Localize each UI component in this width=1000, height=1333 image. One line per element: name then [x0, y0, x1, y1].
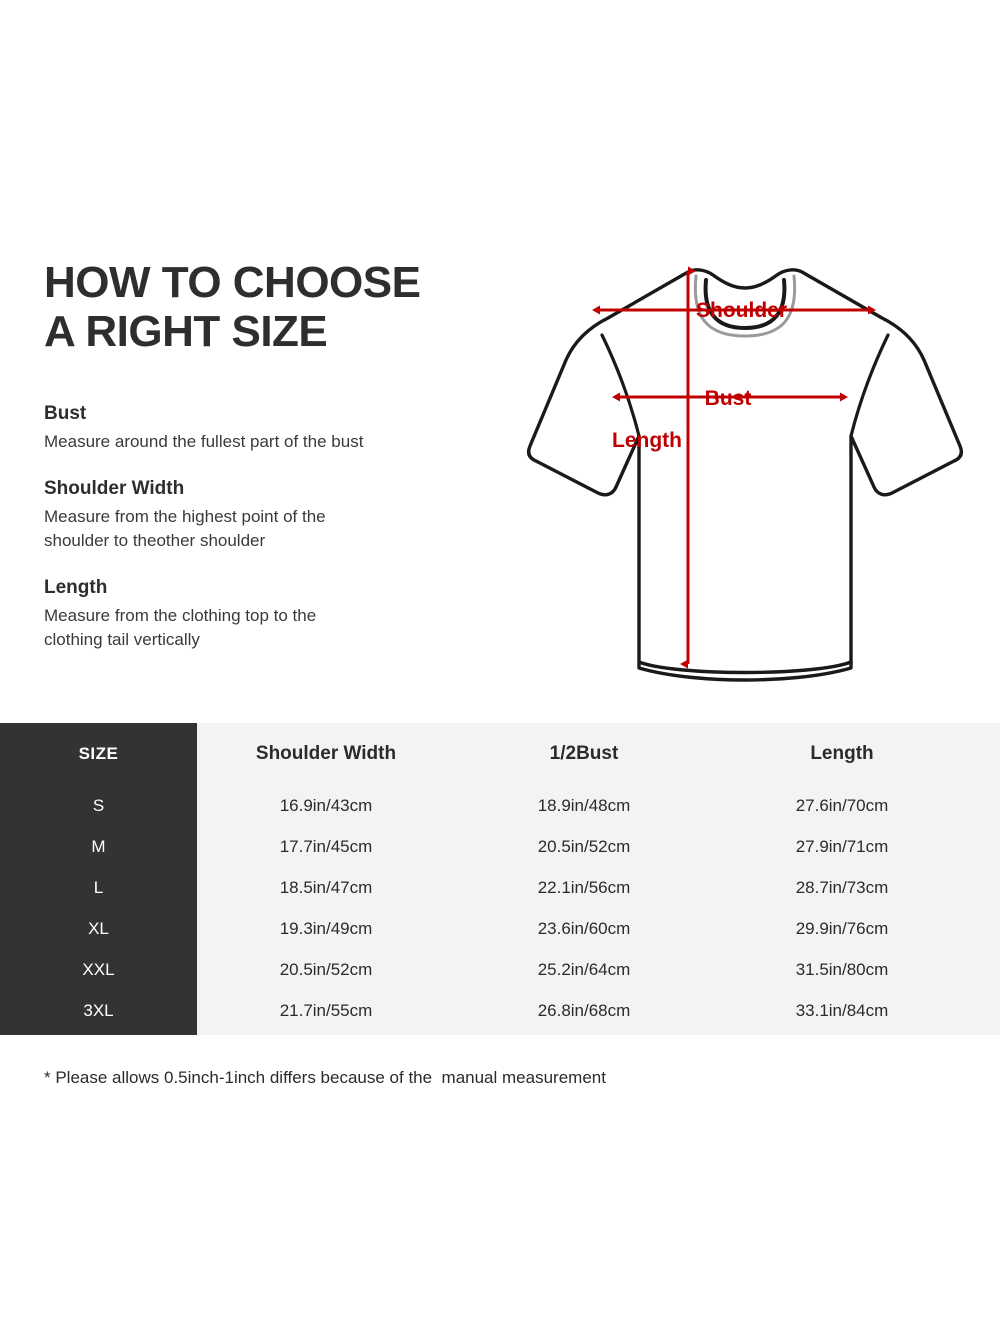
measurement-item-bust: Bust Measure around the fullest part of … [44, 403, 514, 454]
instructions-panel: HOW TO CHOOSE A RIGHT SIZE Bust Measure … [44, 258, 514, 652]
shirt-outline-group [526, 268, 964, 682]
column-header-size: SIZE [78, 744, 119, 763]
table-row: S 16.9in/43cm 18.9in/48cm 27.6in/70cm [0, 785, 1000, 826]
tshirt-diagram: Shoulder Bust Length [510, 250, 980, 690]
measurement-term: Shoulder Width [44, 477, 185, 499]
cell-half-bust: 18.9in/48cm [537, 795, 631, 815]
measurement-description: Measure around the fullest part of the b… [44, 431, 364, 451]
intro-section: HOW TO CHOOSE A RIGHT SIZE Bust Measure … [44, 250, 980, 690]
cell-length: 27.6in/70cm [795, 795, 889, 815]
table-row: XL 19.3in/49cm 23.6in/60cm 29.9in/76cm [0, 908, 1000, 949]
table-row: 3XL 21.7in/55cm 26.8in/68cm 33.1in/84cm [0, 990, 1000, 1031]
cell-size: XL [88, 918, 109, 938]
cell-size: S [92, 795, 105, 815]
table-row: M 17.7in/45cm 20.5in/52cm 27.9in/71cm [0, 826, 1000, 867]
table-header-row: SIZE Shoulder Width 1/2Bust Length [0, 723, 1000, 785]
page-title: HOW TO CHOOSE A RIGHT SIZE [44, 258, 421, 357]
collar-inner-rib [703, 278, 787, 331]
size-column-background [0, 723, 197, 1035]
shirt-body-outline [526, 268, 964, 682]
cell-length: 27.9in/71cm [795, 836, 889, 856]
cell-shoulder-width: 18.5in/47cm [279, 877, 373, 897]
cell-shoulder-width: 19.3in/49cm [279, 918, 373, 938]
cell-half-bust: 26.8in/68cm [537, 1000, 631, 1020]
cell-size: M [91, 836, 106, 856]
cell-half-bust: 23.6in/60cm [537, 918, 631, 938]
cell-length: 33.1in/84cm [795, 1000, 889, 1020]
measurement-item-length: Length Measure from the clothing top to … [44, 577, 514, 652]
table-row: XXL 20.5in/52cm 25.2in/64cm 31.5in/80cm [0, 949, 1000, 990]
cell-half-bust: 22.1in/56cm [537, 877, 631, 897]
column-header-shoulder-width: Shoulder Width [255, 743, 397, 764]
cell-length: 29.9in/76cm [795, 918, 889, 938]
cell-half-bust: 25.2in/64cm [537, 959, 631, 979]
measurement-term: Length [44, 576, 108, 598]
column-header-half-bust: 1/2Bust [549, 743, 619, 764]
bust-dimension-label: Bust [705, 387, 752, 410]
right-armhole-seam [849, 333, 890, 438]
measurement-columns-background [197, 723, 1000, 1035]
cell-shoulder-width: 20.5in/52cm [279, 959, 373, 979]
measurement-item-shoulder-width: Shoulder Width Measure from the highest … [44, 478, 514, 553]
table-row: L 18.5in/47cm 22.1in/56cm 28.7in/73cm [0, 867, 1000, 908]
left-armhole-seam [600, 333, 641, 438]
shoulder-dimension-label: Shoulder [696, 299, 787, 322]
shirt-hem [637, 660, 853, 675]
cell-size: L [93, 877, 104, 897]
cell-length: 31.5in/80cm [795, 959, 889, 979]
size-table: SIZE Shoulder Width 1/2Bust Length S 16.… [0, 723, 1000, 1035]
cell-length: 28.7in/73cm [795, 877, 889, 897]
cell-shoulder-width: 21.7in/55cm [279, 1000, 373, 1020]
measurement-term: Bust [44, 402, 87, 424]
cell-half-bust: 20.5in/52cm [537, 836, 631, 856]
cell-shoulder-width: 16.9in/43cm [279, 795, 373, 815]
measurement-annotations: Shoulder Bust Length [592, 266, 876, 669]
cell-shoulder-width: 17.7in/45cm [279, 836, 373, 856]
column-header-length: Length [810, 743, 874, 764]
measurement-description: Measure from the clothing top to the clo… [44, 605, 317, 650]
measurement-description: Measure from the highest point of the sh… [44, 506, 326, 550]
measurement-disclaimer: * Please allows 0.5inch-1inch differs be… [44, 1068, 606, 1087]
cell-size: 3XL [83, 1000, 114, 1020]
length-dimension-label: Length [612, 429, 682, 452]
cell-size: XXL [82, 959, 115, 979]
